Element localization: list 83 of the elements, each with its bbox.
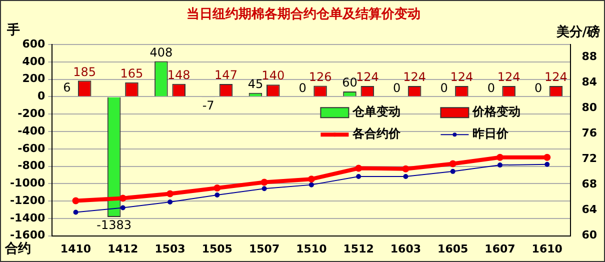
data-label: 60	[342, 76, 358, 90]
x-tick-label: 1512	[343, 242, 374, 256]
point	[402, 165, 410, 172]
data-label: 0	[534, 80, 542, 95]
data-label: 126	[308, 70, 332, 84]
point	[544, 162, 550, 167]
y2-tick-label: 60	[582, 228, 598, 242]
data-label: 148	[167, 68, 190, 82]
x-tick-label: 1503	[154, 242, 186, 256]
legend-label: 仓单变动	[352, 104, 401, 119]
point	[496, 154, 504, 161]
data-label: -7	[202, 98, 214, 112]
legend-label: 昨日价	[472, 126, 510, 141]
data-label: 140	[262, 68, 285, 83]
data-label: 124	[497, 70, 520, 84]
y-axis-title: 手	[6, 22, 20, 38]
y-tick-label: -1000	[10, 176, 46, 190]
x-axis-title: 合约	[4, 240, 31, 256]
x-tick-label: 1510	[296, 242, 328, 256]
point	[260, 178, 268, 186]
y-tick-label: -1200	[10, 194, 46, 207]
y-tick-label: -400	[18, 124, 46, 138]
y-tick-label: 0	[38, 90, 46, 103]
x-tick-label: 1505	[202, 242, 232, 256]
data-label: 165	[120, 66, 144, 81]
y2-tick-label: 80	[582, 101, 598, 114]
data-label: 408	[150, 45, 173, 60]
y2-tick-label: 64	[582, 203, 598, 216]
point	[308, 182, 314, 188]
y-tick-label: -1600	[10, 228, 46, 242]
point	[356, 174, 362, 180]
point	[73, 210, 78, 215]
y-tick-label: -800	[18, 159, 46, 172]
point	[214, 192, 220, 198]
data-label: 6	[63, 80, 71, 94]
data-label: 124	[356, 70, 379, 84]
point	[355, 164, 362, 172]
point	[308, 176, 315, 183]
y2-tick-label: 84	[582, 76, 598, 89]
x-tick-label: 1605	[438, 242, 468, 256]
x-tick-label: 1412	[108, 242, 138, 256]
point	[119, 194, 126, 202]
y-tick-label: -200	[18, 106, 46, 120]
y2-tick-label: 68	[582, 178, 598, 191]
point	[166, 190, 174, 198]
data-label: 124	[450, 70, 474, 84]
y-tick-label: -600	[18, 142, 46, 155]
point	[450, 168, 456, 174]
point	[214, 184, 221, 192]
data-label: 0	[393, 80, 401, 95]
data-label: 45	[248, 76, 264, 91]
data-label: 147	[214, 68, 238, 82]
data-label: 185	[73, 64, 96, 79]
x-tick-label: 1607	[484, 242, 516, 256]
y2-tick-label: 72	[582, 152, 598, 166]
legend-label: 各合约价	[352, 126, 402, 141]
y-tick-label: 400	[22, 54, 46, 68]
point	[449, 160, 456, 168]
point	[72, 197, 80, 204]
point	[544, 154, 551, 161]
x-tick-label: 1410	[60, 242, 92, 256]
data-label: 0	[298, 80, 306, 95]
x-tick-label: 1610	[532, 242, 563, 256]
point	[120, 205, 126, 210]
chart-title: 当日纽约期棉各期合约仓单及结算价变动	[186, 6, 420, 22]
x-tick-label: 1507	[248, 242, 280, 256]
data-label: 0	[440, 80, 448, 95]
y2-tick-label: 88	[582, 50, 598, 64]
x-tick-label: 1603	[390, 242, 422, 256]
legend-label: 价格变动	[472, 104, 521, 119]
y-tick-label: -1400	[10, 211, 46, 224]
point	[262, 186, 267, 192]
y-tick-label: 200	[22, 72, 46, 86]
y2-axis-title: 美分/磅	[555, 24, 600, 40]
data-label: -1383	[96, 218, 132, 232]
y2-tick-label: 76	[582, 126, 598, 140]
data-label: 0	[487, 80, 495, 95]
point	[497, 162, 502, 168]
point	[403, 174, 408, 180]
point	[168, 200, 173, 205]
data-label: 124	[544, 70, 568, 84]
data-label: 124	[403, 70, 426, 84]
y-tick-label: 600	[22, 37, 46, 50]
